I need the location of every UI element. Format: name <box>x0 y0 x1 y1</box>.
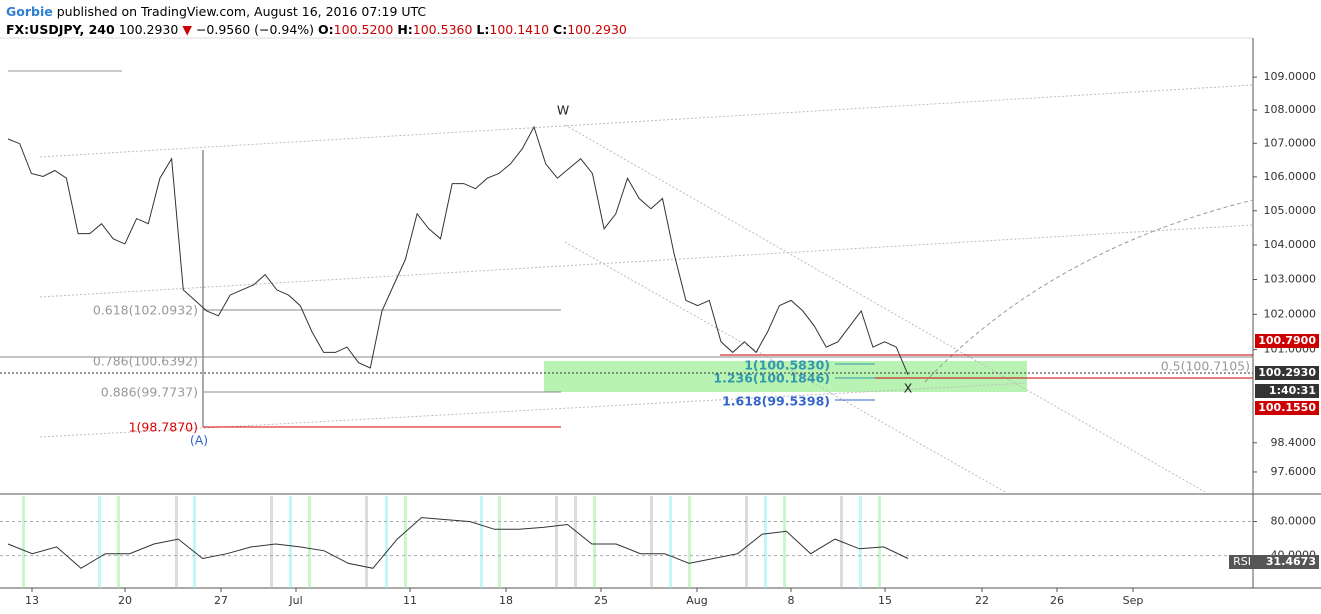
y-tick-label: 103.0000 <box>1264 272 1317 285</box>
arrow: ▼ <box>182 22 192 37</box>
y-tick-label: 107.0000 <box>1264 136 1317 149</box>
o-label: O: <box>318 22 334 37</box>
x-tick-label: 27 <box>214 594 228 607</box>
change: −0.9560 (−0.94%) <box>195 22 315 37</box>
annotations: 0.618(102.0932) 0.786(100.6392) 0.886(99… <box>93 103 1250 448</box>
x-tick-label: Sep <box>1123 594 1144 607</box>
fib-label: 0.886(99.7737) <box>101 385 198 400</box>
drawings <box>0 70 1254 493</box>
published: published on TradingView.com, August 16,… <box>56 4 427 19</box>
l-label: L: <box>476 22 490 37</box>
low: 100.1410 <box>489 22 550 37</box>
x-tick-label: 25 <box>594 594 608 607</box>
y-tick-label: 98.4000 <box>1271 436 1317 449</box>
fib-label: 0.618(102.0932) <box>93 303 198 318</box>
y-tick-label: 104.0000 <box>1264 238 1317 251</box>
x-tick-label: Aug <box>686 594 707 607</box>
axes: 97.600098.4000101.0000102.0000103.000010… <box>0 70 1316 607</box>
wave-label: W <box>557 103 569 118</box>
price-tags: 100.7900 100.2930 1:40:31 100.1550 RSI 3… <box>1229 334 1319 569</box>
x-tick-label: 22 <box>975 594 989 607</box>
rsi-label: RSI <box>1233 555 1251 568</box>
ext-label: 1(100.5830) <box>744 358 830 373</box>
fib-label: 0.5(100.7105) <box>1161 359 1250 374</box>
fib-label: 0.786(100.6392) <box>93 354 198 369</box>
price-tag: 100.7900 <box>1258 334 1316 347</box>
c-label: C: <box>553 22 568 37</box>
target-zone <box>544 361 1027 392</box>
y-tick-label: 105.0000 <box>1264 204 1317 217</box>
ext-label: 1.618(99.5398) <box>722 394 830 409</box>
fib-label: 1(98.7870) <box>129 420 198 435</box>
x-tick-label: Jul <box>288 594 302 607</box>
x-tick-label: 8 <box>788 594 795 607</box>
frame <box>0 37 1321 589</box>
y-tick-label: 102.0000 <box>1264 307 1317 320</box>
rsi-tag: 31.4673 <box>1266 555 1316 568</box>
y-tick-label: 108.0000 <box>1264 103 1317 116</box>
y-tick-label: 97.6000 <box>1271 465 1317 478</box>
h-label: H: <box>397 22 413 37</box>
x-tick-label: 15 <box>878 594 892 607</box>
symbol-line: FX:USDJPY, 240 100.2930 ▼ −0.9560 (−0.94… <box>6 22 627 37</box>
x-tick-label: 13 <box>25 594 39 607</box>
x-tick-label: 18 <box>499 594 513 607</box>
x-tick-label: 26 <box>1050 594 1064 607</box>
wave-label: X <box>904 381 913 396</box>
ext-label: 1.236(100.1846) <box>713 371 830 386</box>
y-tick-label: 80.0000 <box>1271 515 1317 528</box>
series <box>7 125 909 569</box>
x-tick-label: 11 <box>403 594 417 607</box>
wave-label: (A) <box>190 433 208 448</box>
high: 100.5360 <box>412 22 473 37</box>
y-tick-label: 106.0000 <box>1264 170 1317 183</box>
series-line <box>7 517 909 569</box>
symbol: FX:USDJPY, 240 <box>6 22 115 37</box>
header-line: Gorbie published on TradingView.com, Aug… <box>6 4 426 19</box>
close: 100.2930 <box>567 22 627 37</box>
author[interactable]: Gorbie <box>6 4 53 19</box>
last: 100.2930 <box>118 22 179 37</box>
x-tick-label: 20 <box>118 594 132 607</box>
open: 100.5200 <box>333 22 394 37</box>
series-line <box>7 125 909 375</box>
y-tick-label: 109.0000 <box>1264 70 1317 83</box>
timer-tag: 1:40:31 <box>1269 384 1316 397</box>
price-tag: 100.2930 <box>1258 366 1316 379</box>
price-tag: 100.1550 <box>1258 401 1316 414</box>
